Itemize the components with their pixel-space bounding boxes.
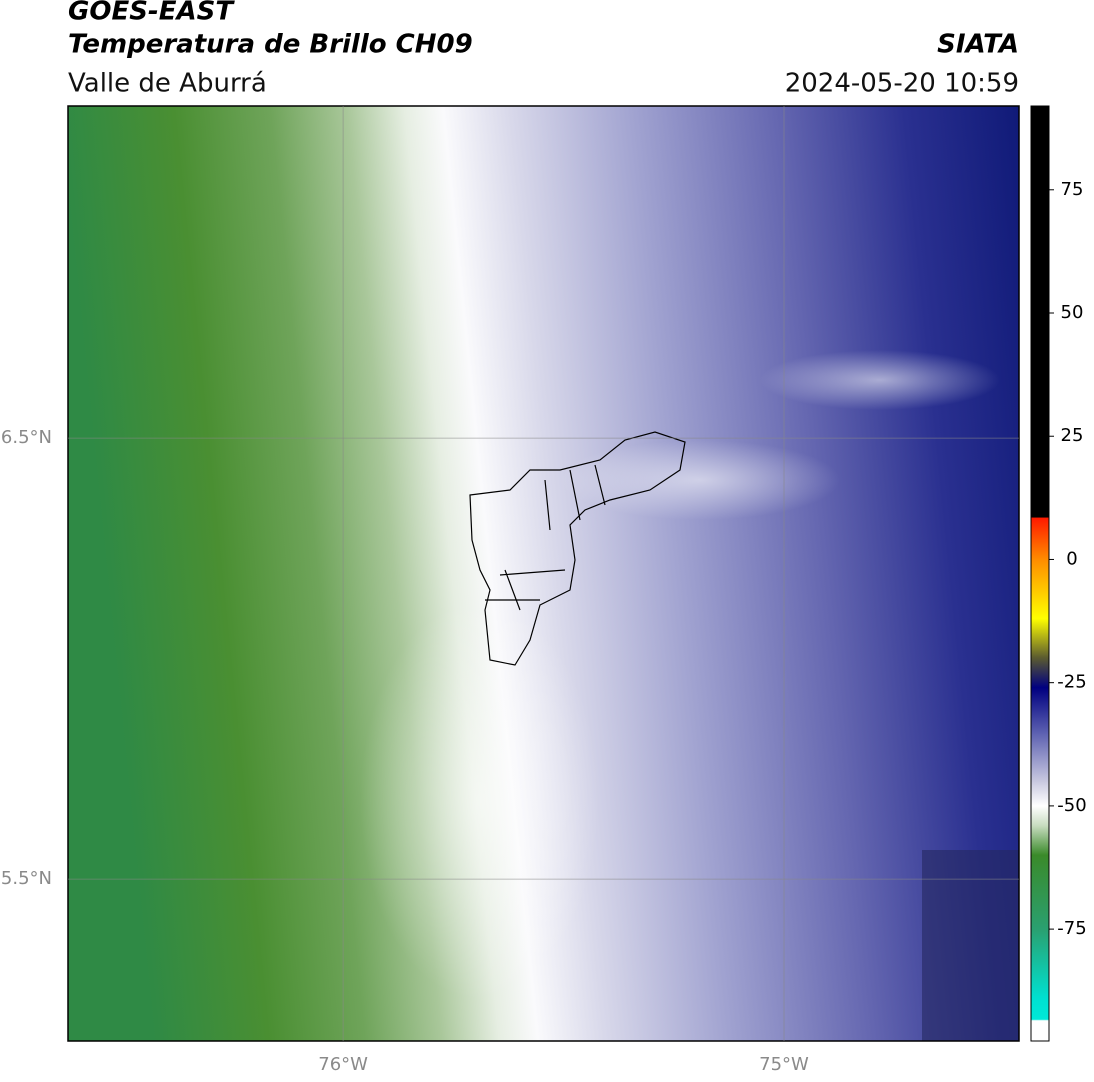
subtitle: Temperatura de Brillo CH09 [68, 30, 473, 60]
y-tick-label: 5.5°N [1, 868, 52, 889]
datetime: 2024-05-20 10:59 [785, 69, 1019, 99]
source: SIATA [937, 30, 1019, 60]
x-tick-label: 76°W [318, 1054, 368, 1075]
municipal-boundaries [469, 431, 686, 666]
x-tick-label: 75°W [759, 1054, 809, 1075]
colorbar-tick-label: -50 [1057, 795, 1086, 816]
colorbar [1030, 105, 1050, 1042]
colorbar-tick-label: 75 [1061, 179, 1084, 200]
colorbar-tick-label: -75 [1057, 918, 1086, 939]
title: GOES-EAST [68, 0, 235, 27]
colorbar-tick-label: -25 [1057, 672, 1086, 693]
region: Valle de Aburrá [68, 69, 267, 99]
y-tick-label: 6.5°N [1, 427, 52, 448]
map-frame [67, 105, 1020, 1042]
colorbar-tick-label: 25 [1061, 425, 1084, 446]
colorbar-tick-label: 0 [1066, 548, 1077, 569]
map-field [68, 106, 1019, 1041]
colorbar-tick-label: 50 [1061, 302, 1084, 323]
